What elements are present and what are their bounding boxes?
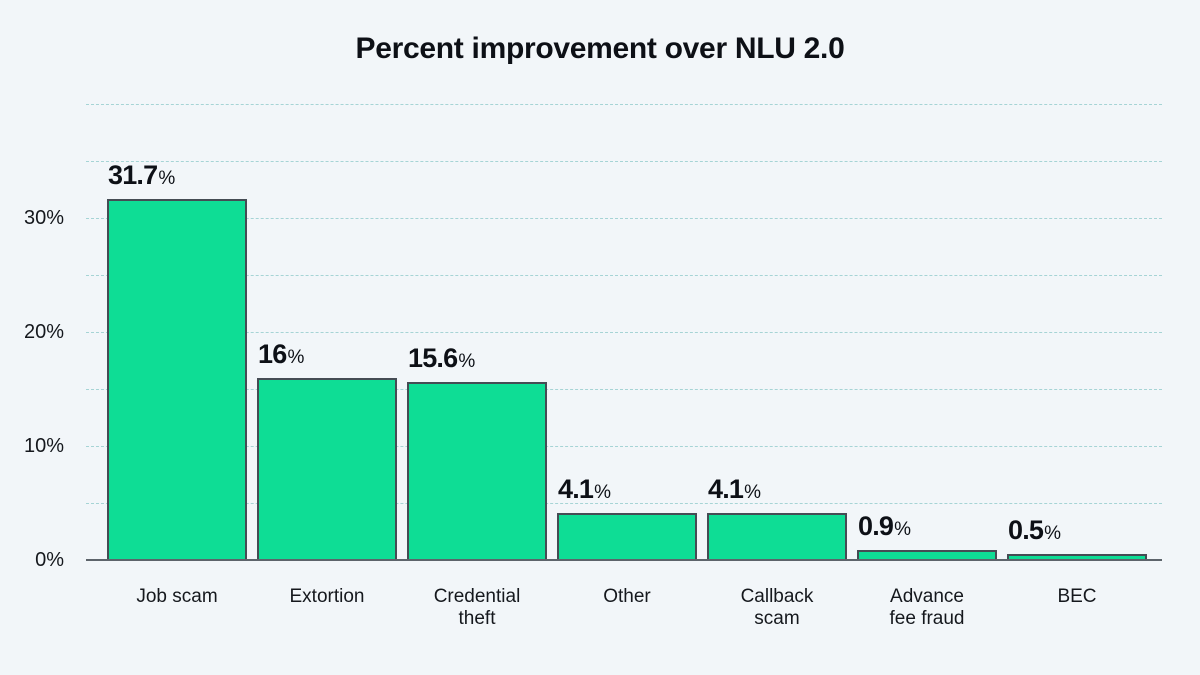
gridline [86, 389, 1162, 390]
gridline [86, 332, 1162, 333]
bar-value-percent-sign: % [1044, 523, 1062, 544]
gridline [86, 275, 1162, 276]
bar [557, 513, 697, 560]
gridline [86, 446, 1162, 447]
bar-value-percent-sign: % [594, 482, 612, 503]
y-axis-tick-label: 30% [23, 207, 64, 229]
gridline [86, 104, 1162, 105]
x-axis-category-label: Extortion [289, 586, 365, 607]
bar-value-label: 31.7% [108, 157, 175, 193]
bar-value-label: 0.9% [858, 508, 911, 544]
x-axis-category-label: Job scam [136, 586, 218, 607]
bar-value-label: 15.6% [408, 340, 475, 376]
bar-value-label: 0.5% [1008, 512, 1061, 548]
bar-value-percent-sign: % [287, 347, 305, 368]
bar-value-label: 4.1% [708, 471, 761, 507]
bar [857, 550, 997, 560]
y-axis-tick-label: 0% [35, 549, 64, 571]
bar [1007, 554, 1147, 560]
chart-title: Percent improvement over NLU 2.0 [355, 32, 845, 65]
bar-value-number: 16 [258, 339, 287, 369]
bar-value-label: 16% [258, 336, 304, 372]
bar-value-number: 4.1 [708, 474, 744, 504]
bar-value-number: 31.7 [108, 160, 158, 190]
bar-value-number: 15.6 [408, 343, 458, 373]
gridline [86, 503, 1162, 504]
bar-value-percent-sign: % [744, 482, 762, 503]
x-axis-category-label: Other [603, 586, 651, 607]
x-axis-category-label: Advance fee fraud [889, 586, 965, 629]
y-axis-tick-label: 20% [23, 321, 64, 343]
bar-value-number: 4.1 [558, 474, 594, 504]
bar-value-number: 0.5 [1008, 515, 1044, 545]
bar-value-percent-sign: % [894, 519, 912, 540]
bar [707, 513, 847, 560]
bar [107, 199, 247, 560]
bar-value-percent-sign: % [158, 168, 176, 189]
gridline [86, 161, 1162, 162]
bar-value-percent-sign: % [458, 351, 476, 372]
y-axis-tick-label: 10% [23, 435, 64, 457]
x-axis-category-label: BEC [1057, 586, 1097, 607]
x-axis-category-label: Callback scam [740, 586, 814, 629]
bar [257, 378, 397, 560]
x-axis-category-label: Credential theft [433, 586, 521, 629]
bar-value-label: 4.1% [558, 471, 611, 507]
gridline [86, 218, 1162, 219]
bar-value-number: 0.9 [858, 511, 894, 541]
x-axis-baseline [86, 559, 1162, 561]
bar [407, 382, 547, 560]
